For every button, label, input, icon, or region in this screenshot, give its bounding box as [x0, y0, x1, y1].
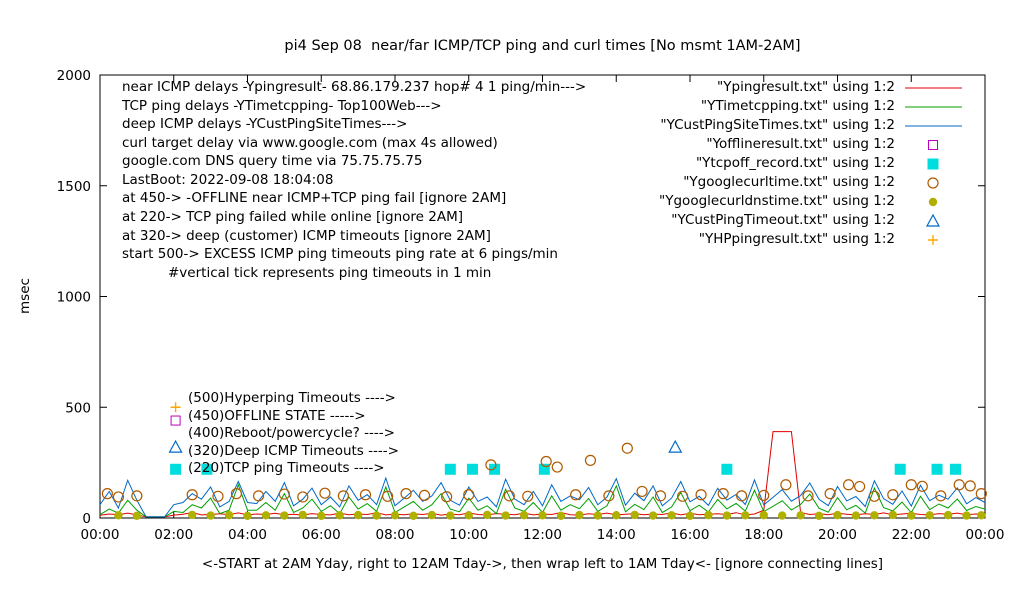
- legend-sample-Ygooglecurldnstime: [928, 197, 938, 207]
- x-tick-label: 08:00: [376, 527, 415, 543]
- annotation-tcp-ping: TCP ping delays -YTimetcpping- Top100Web…: [122, 98, 442, 114]
- x-tick-label: 02:00: [154, 527, 193, 543]
- x-tick-label: 14:00: [597, 527, 636, 543]
- level-320-deep-icmp: (320)Deep ICMP Timeouts ---->: [188, 443, 399, 459]
- x-tick-label: 04:00: [228, 527, 267, 543]
- y-tick-label: 2000: [57, 68, 91, 84]
- legend-label-ytcpoff-record: "Ytcpoff_record.txt" using 1:2: [695, 155, 895, 171]
- annotation-at220: at 220-> TCP ping failed while online [i…: [122, 209, 464, 225]
- legend-label-ypingresult: "Ypingresult.txt" using 1:2: [717, 79, 895, 95]
- legend-sample-YHPpingresult: [928, 235, 938, 245]
- level-500-hyperping: (500)Hyperping Timeouts ---->: [188, 390, 396, 406]
- x-tick-label: 18:00: [744, 527, 783, 543]
- annotation-tickinfo: #vertical tick represents ping timeouts …: [168, 265, 492, 281]
- y-tick-label: 1500: [57, 179, 91, 195]
- annotation-dns: google.com DNS query time via 75.75.75.7…: [122, 153, 423, 169]
- y-tick-label: 500: [65, 400, 91, 416]
- annotation-lastboot: LastBoot: 2022-09-08 18:04:08: [122, 172, 334, 188]
- annotation-near-icmp: near ICMP delays -Ypingresult- 68.86.179…: [122, 79, 587, 95]
- x-tick-label: 00:00: [966, 527, 1005, 543]
- x-axis-ticks: 00:00 02:00 04:00 06:00 08:00 10:00 12:00 14:00…: [81, 75, 1005, 543]
- x-tick-label: 20:00: [818, 527, 857, 543]
- annotation-start500: start 500-> EXCESS ICMP ping timeouts pi…: [122, 246, 558, 262]
- series-Yofflineresult: [170, 415, 181, 426]
- x-tick-label: 16:00: [671, 527, 710, 543]
- series-Ytcpoff_record: [170, 463, 961, 475]
- x-tick-label: 22:00: [892, 527, 931, 543]
- legend-label-ycustpingtimeout: "YCustPingTimeout.txt" using 1:2: [671, 212, 895, 228]
- legend-sample-Yofflineresult: [928, 140, 938, 150]
- legend-sample-Ygooglecurltime: [927, 177, 939, 189]
- level-400-reboot: (400)Reboot/powercycle? ---->: [188, 425, 395, 441]
- series-Ygooglecurldnstime: [114, 510, 986, 520]
- y-axis-ticks: 0 500 1000 1500 2000: [57, 68, 985, 527]
- series-YCustPingTimeout: [168, 439, 683, 453]
- y-axis-label: msec: [17, 278, 33, 314]
- chart-title: pi4 Sep 08 near/far ICMP/TCP ping and cu…: [284, 38, 801, 54]
- series-YHPpingresult: [170, 402, 181, 413]
- legend-label-yhppingresult: "YHPpingresult.txt" using 1:2: [698, 231, 895, 247]
- series-YCustPingSiteTimes: [99, 476, 986, 518]
- y-tick-label: 1000: [57, 290, 91, 306]
- annotation-at450: at 450-> -OFFLINE near ICMP+TCP ping fai…: [122, 190, 507, 206]
- x-tick-label: 12:00: [523, 527, 562, 543]
- annotation-curl: curl target delay via www.google.com (ma…: [122, 135, 498, 151]
- x-tick-label: 00:00: [81, 527, 120, 543]
- legend-label-ygooglecurltime: "Ygooglecurltime.txt" using 1:2: [683, 174, 895, 190]
- x-tick-label: 10:00: [449, 527, 488, 543]
- level-220-tcp-timeout: (220)TCP ping Timeouts ---->: [188, 460, 385, 476]
- legend-label-yofflineresult: "Yofflineresult.txt" using 1:2: [706, 136, 895, 152]
- legend-label-ytimetcpping: "YTimetcpping.txt" using 1:2: [700, 98, 895, 114]
- series-Ygooglecurltime: [101, 442, 987, 503]
- annotation-deep-icmp: deep ICMP delays -YCustPingSiteTimes--->: [122, 116, 408, 132]
- annotation-at320: at 320-> deep (customer) ICMP timeouts […: [122, 228, 491, 244]
- legend-label-ygooglecurldnstime: "Ygooglecurldnstime.txt" using 1:2: [659, 193, 895, 209]
- legend-sample-Ytcpoff_record: [927, 158, 939, 170]
- x-tick-label: 06:00: [302, 527, 341, 543]
- level-450-offline: (450)OFFLINE STATE ----->: [188, 408, 366, 424]
- legend-sample-YCustPingTimeout: [925, 213, 941, 227]
- x-axis-label: <-START at 2AM Yday, right to 12AM Tday-…: [201, 556, 884, 572]
- legend-label-ycustpingsitetimes: "YCustPingSiteTimes.txt" using 1:2: [660, 117, 895, 133]
- y-tick-label: 0: [82, 511, 91, 527]
